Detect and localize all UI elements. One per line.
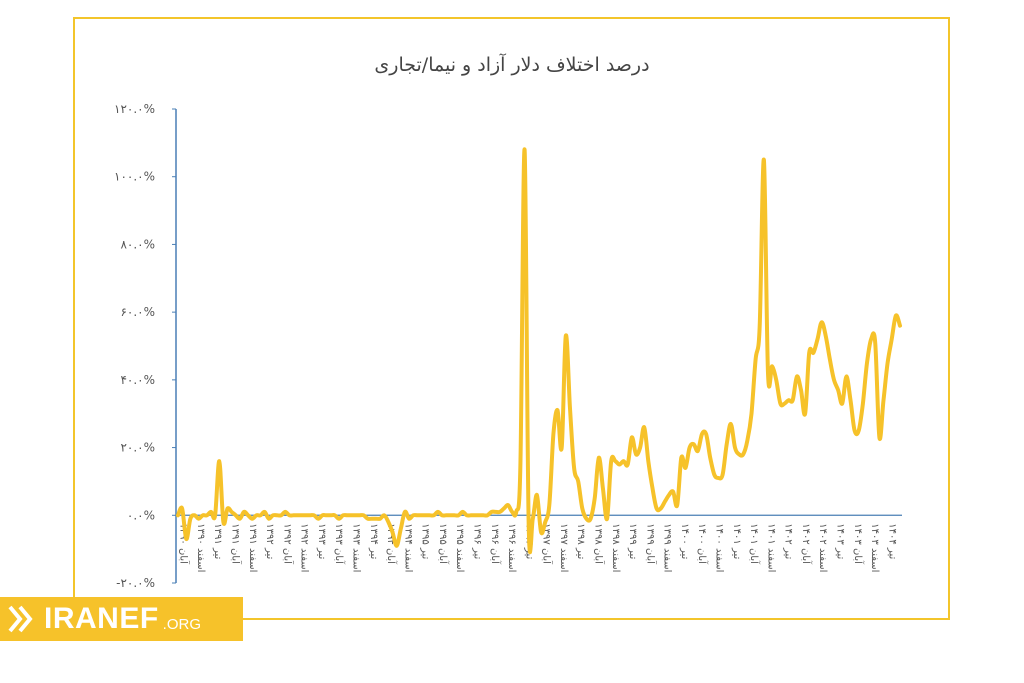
x-tick-label: اسفند ۱۳۹۸ [610, 523, 621, 572]
x-tick-label: اسفند ۱۴۰۱ [765, 523, 776, 572]
x-tick-label: آبان ۱۴۰۱ [748, 523, 761, 565]
y-tick-label: ۱۲۰.۰% [114, 102, 155, 116]
x-tick-label: تیر ۱۴۰۴ [886, 523, 897, 559]
x-tick-label: اسفند ۱۴۰۲ [817, 523, 828, 572]
x-tick-label: تیر ۱۳۹۳ [316, 523, 327, 559]
logo-suffix: .ORG [162, 615, 202, 633]
x-tick-label: تیر ۱۳۹۸ [575, 523, 586, 559]
x-tick-label: آبان ۱۳۹۶ [489, 523, 502, 565]
y-tick-label: ۶۰.۰% [120, 305, 155, 319]
x-tick-label: اسفند ۱۴۰۰ [714, 523, 725, 572]
x-tick-label: اسفند ۱۳۹۶ [506, 523, 517, 572]
x-tick-label: آبان ۱۳۹۵ [437, 523, 450, 565]
x-tick-label: آبان ۱۴۰۲ [800, 523, 813, 565]
y-tick-label: ۲۰.۰% [120, 441, 155, 455]
x-tick-label: تیر ۱۴۰۱ [731, 523, 742, 559]
x-tick-label: تیر ۱۳۹۱ [212, 523, 223, 559]
x-tick-label: تیر ۱۳۹۵ [420, 523, 431, 559]
x-tick-label: آبان ۱۳۹۲ [281, 523, 294, 565]
y-tick-label: ۱۰۰.۰% [114, 170, 155, 184]
x-tick-label: اسفند ۱۳۹۷ [558, 523, 569, 572]
x-tick-label: آبان ۱۴۰۰ [696, 523, 709, 565]
chart-title: درصد اختلاف دلار آزاد و نیما/تجاری [374, 54, 650, 76]
x-tick-label: اسفند ۱۳۹۲ [299, 523, 310, 572]
x-tick-label: تیر ۱۳۹۶ [472, 523, 483, 559]
x-tick-label: تیر ۱۳۹۲ [264, 523, 275, 559]
y-tick-label: ۴۰.۰% [120, 373, 155, 387]
chevron-logo-icon [0, 597, 44, 641]
x-tick-label: آبان ۱۳۹۹ [644, 523, 657, 565]
y-tick-label: -۲۰.۰% [116, 576, 155, 590]
x-tick-label: تیر ۱۴۰۳ [835, 523, 846, 559]
y-tick-label: ۰.۰% [127, 508, 155, 522]
x-tick-label: آبان ۱۳۹۸ [593, 523, 606, 565]
x-tick-label: تیر ۱۳۹۹ [627, 523, 638, 559]
y-tick-label: ۸۰.۰% [120, 237, 155, 251]
x-tick-label: اسفند ۱۳۹۰ [195, 523, 206, 572]
x-tick-label: تیر ۱۴۰۰ [679, 523, 690, 559]
x-tick-label: آبان ۱۳۹۱ [230, 523, 243, 565]
x-tick-label: اسفند ۱۳۹۱ [247, 523, 258, 572]
x-tick-label: آبان ۱۳۹۳ [333, 523, 346, 565]
series-line [176, 147, 902, 555]
chart-frame [73, 17, 950, 620]
x-tick-label: اسفند ۱۳۹۵ [454, 523, 465, 572]
x-tick-label: اسفند ۱۳۹۴ [402, 523, 413, 572]
x-tick-label: اسفند ۱۴۰۳ [869, 523, 880, 572]
x-tick-label: تیر ۱۴۰۲ [783, 523, 794, 559]
x-tick-label: اسفند ۱۳۹۳ [351, 523, 362, 572]
logo-text: IRANEF [44, 602, 159, 635]
x-tick-label: آبان ۱۴۰۳ [852, 523, 865, 565]
x-tick-label: تیر ۱۳۹۴ [368, 523, 379, 559]
x-tick-label: اسفند ۱۳۹۹ [662, 523, 673, 572]
iranef-logo: IRANEF .ORG [0, 597, 243, 641]
